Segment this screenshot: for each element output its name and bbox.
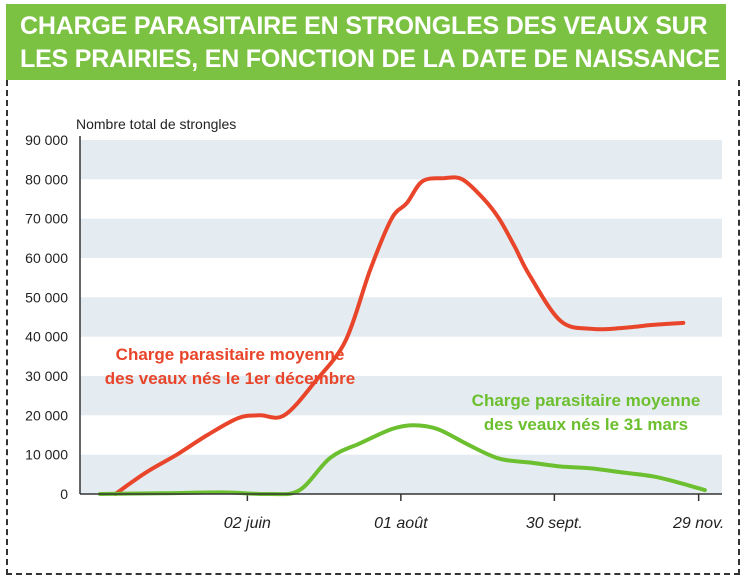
- y-tick-label: 90 000: [25, 132, 68, 148]
- grid-bands: [80, 140, 722, 494]
- grid-band: [80, 297, 722, 337]
- x-tick-label: 01 août: [374, 515, 428, 532]
- grid-band: [80, 218, 722, 258]
- grid-band: [80, 140, 722, 180]
- y-tick-label: 30 000: [25, 368, 68, 384]
- y-tick-label: 70 000: [25, 211, 68, 227]
- x-tick-label: 29 nov.: [672, 515, 724, 532]
- y-tick-label: 10 000: [25, 447, 68, 463]
- y-axis-label: Nombre total de strongles: [76, 116, 236, 132]
- chart-title-line-2: LES PRAIRIES, EN FONCTION DE LA DATE DE …: [20, 45, 720, 73]
- x-tick-label: 02 juin: [224, 515, 271, 532]
- y-tick-label: 0: [60, 486, 68, 502]
- y-tick-label: 80 000: [25, 171, 68, 187]
- series-label-red-line-2: des veaux nés le 1er décembre: [105, 369, 355, 388]
- x-tick-label: 30 sept.: [526, 515, 583, 532]
- y-axis-ticks: 0 10 000 20 000 30 000 40 000 50 000 60 000 70 …: [25, 132, 68, 502]
- series-line-red: [113, 175, 686, 496]
- grid-band: [80, 454, 722, 494]
- chart-title-line-1: CHARGE PARASITAIRE EN STRONGLES DES VEAU…: [20, 12, 708, 40]
- y-tick-label: 60 000: [25, 250, 68, 266]
- y-tick-label: 50 000: [25, 289, 68, 305]
- chart-border: [6, 80, 740, 575]
- y-tick-label: 40 000: [25, 329, 68, 345]
- grid-band: [80, 376, 722, 416]
- x-axis-ticks: 02 juin 01 août 30 sept. 29 nov.: [224, 494, 724, 532]
- series-label-green-line-1: Charge parasitaire moyenne: [472, 391, 701, 410]
- chart-title: CHARGE PARASITAIRE EN STRONGLES DES VEAU…: [6, 4, 726, 80]
- series-label-green-line-2: des veaux nés le 31 mars: [484, 415, 688, 434]
- y-tick-label: 20 000: [25, 407, 68, 423]
- series-label-red-line-1: Charge parasitaire moyenne: [116, 345, 345, 364]
